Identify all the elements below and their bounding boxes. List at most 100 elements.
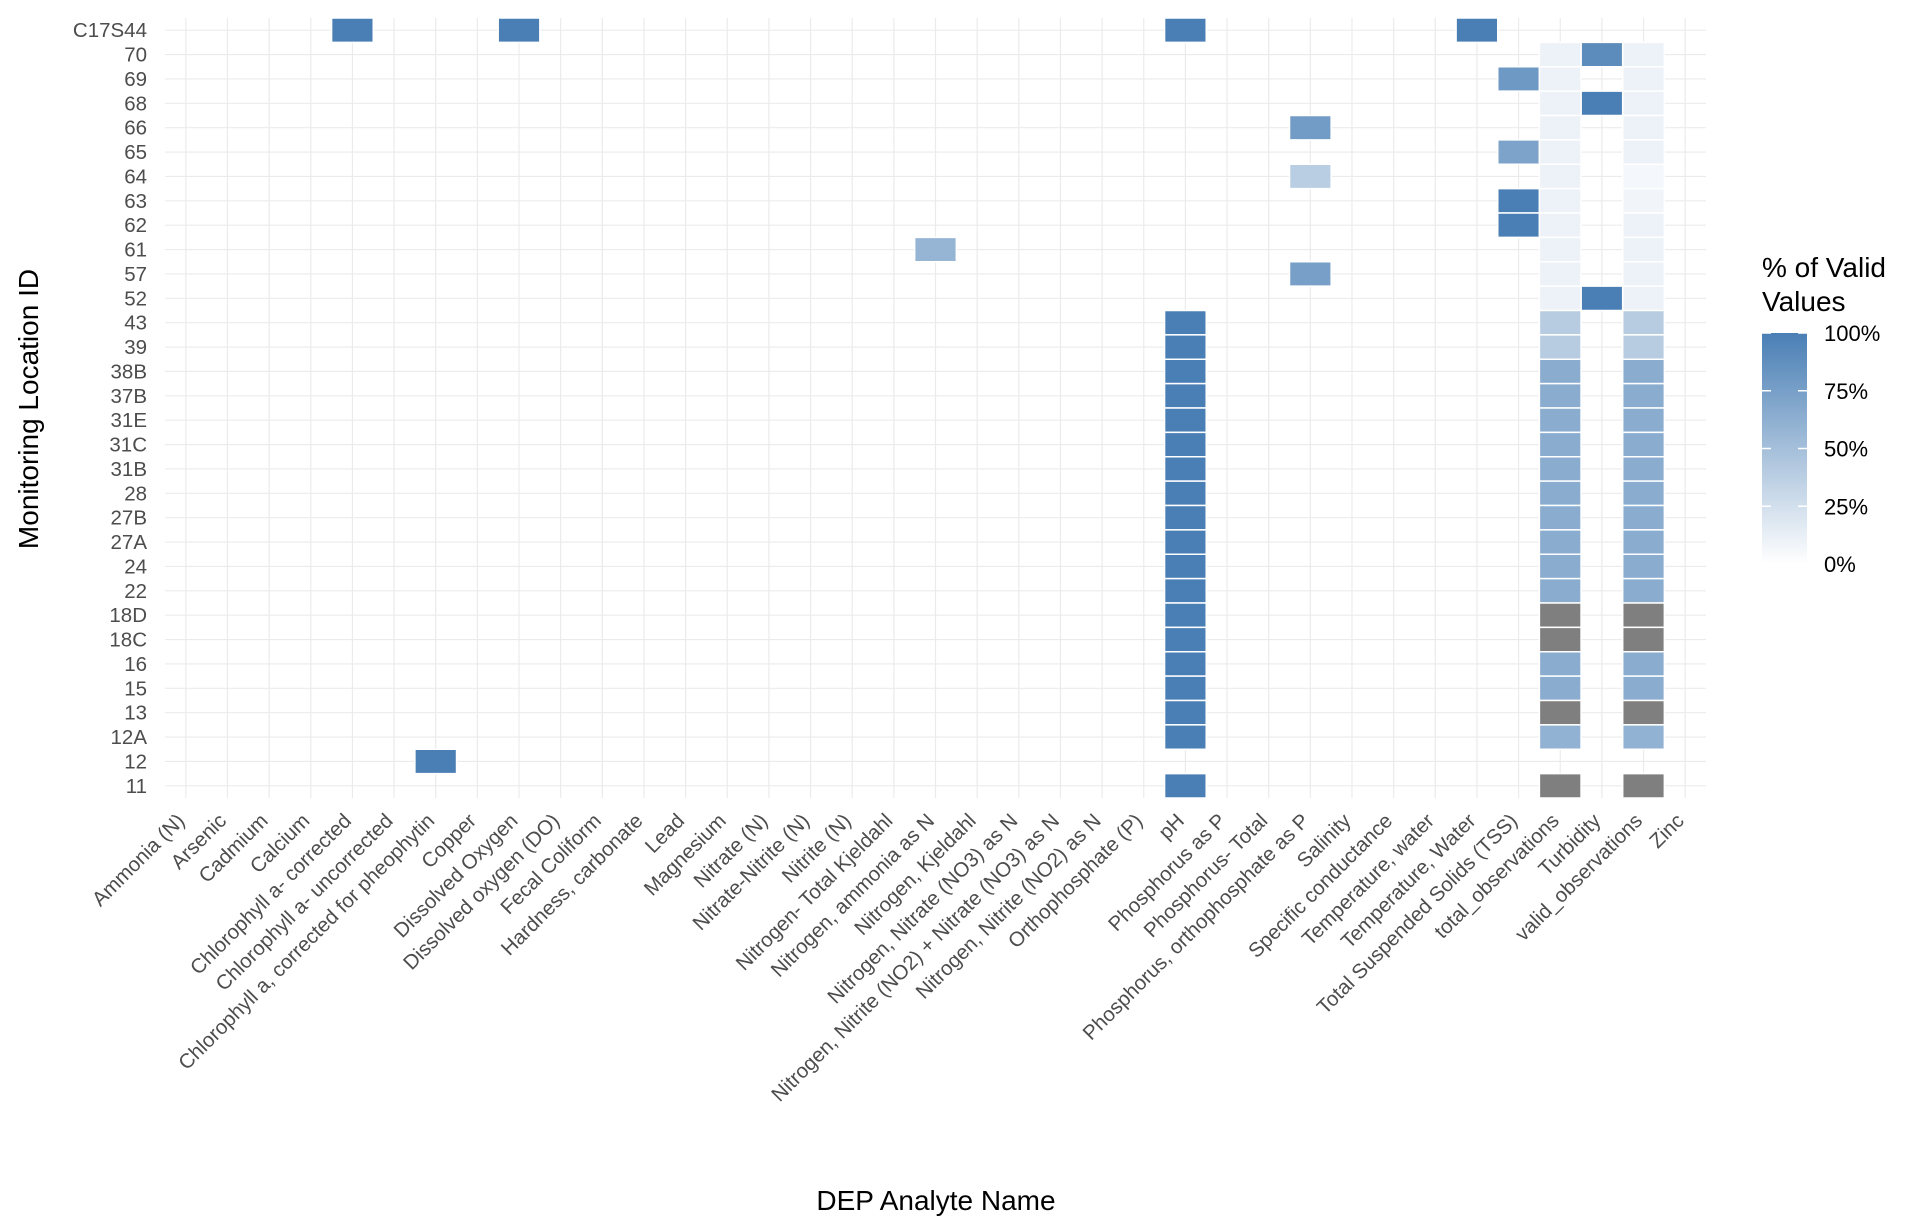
heatmap-cell-turbidity-68 — [1580, 90, 1624, 117]
heatmap-cell-total-observations-31e — [1538, 407, 1582, 434]
heatmap-cell-total-observations-69 — [1538, 66, 1582, 92]
heatmap-cell-valid-observations-68 — [1621, 90, 1666, 117]
heatmap-cell-ph-43 — [1163, 309, 1207, 336]
heatmap-cell-total-observations-22 — [1538, 577, 1582, 604]
legend-ticks: 100% 75% 50% 25% 0% — [1762, 321, 1880, 577]
heatmap-cell-temperature-water-c17s44 — [1455, 17, 1499, 44]
y-tick-label: 38B — [111, 360, 147, 383]
heatmap-cell-ph-16 — [1163, 651, 1207, 677]
y-tick-label: 66 — [124, 117, 147, 140]
heatmap-cell-ph-18d — [1163, 602, 1207, 629]
y-tick-label: 68 — [124, 92, 147, 115]
heatmap-cell-valid-observations-12a — [1621, 724, 1666, 750]
y-tick-label: 27B — [111, 507, 147, 530]
heatmap-cell-valid-observations-37b — [1621, 382, 1666, 409]
y-tick-label: 62 — [124, 214, 147, 237]
heatmap-cell-total-suspended-solids-tss-63 — [1497, 187, 1541, 214]
heatmap-cell-valid-observations-18d — [1621, 602, 1666, 629]
heatmap-cell-dissolved-oxygen-c17s44 — [497, 17, 541, 44]
heatmap-cell-valid-observations-43 — [1621, 309, 1666, 336]
legend-label: 100% — [1824, 321, 1880, 346]
heatmap-cell-total-observations-15 — [1538, 675, 1582, 702]
heatmap-cell-total-observations-52 — [1538, 285, 1582, 312]
y-tick-label: 31B — [111, 458, 147, 481]
y-axis-title: Monitoring Location ID — [13, 269, 44, 549]
heatmap-cell-chlorophyll-a-corrected-for-pheophytin-12 — [414, 748, 458, 775]
y-tick-label: 61 — [124, 239, 147, 262]
heatmap-cell-total-suspended-solids-tss-65 — [1497, 139, 1541, 165]
y-tick-label: 12A — [111, 726, 148, 749]
heatmap-cell-valid-observations-61 — [1621, 236, 1666, 263]
x-tick-labels: Ammonia (N)ArsenicCadmiumCalciumChloroph… — [88, 809, 1689, 1107]
heatmap-cell-ph-11 — [1163, 772, 1207, 799]
heatmap-cell-valid-observations-64 — [1621, 163, 1666, 190]
heatmap-cell-valid-observations-31b — [1621, 456, 1666, 482]
y-tick-label: 15 — [124, 677, 147, 700]
heatmap-cell-ph-12a — [1163, 724, 1207, 750]
heatmap-cell-total-observations-61 — [1538, 236, 1582, 263]
heatmap-cell-turbidity-70 — [1580, 41, 1624, 68]
heatmap-cell-total-observations-18d — [1538, 602, 1582, 629]
heatmap-cell-total-suspended-solids-tss-62 — [1497, 212, 1541, 239]
heatmap-cell-ph-31e — [1163, 407, 1207, 434]
heatmap-cell-ph-31b — [1163, 456, 1207, 482]
heatmap-cell-total-observations-37b — [1538, 382, 1582, 409]
heatmap-cell-total-observations-11 — [1538, 772, 1582, 799]
y-tick-label: C17S44 — [73, 19, 147, 42]
y-tick-label: 37B — [111, 385, 147, 408]
heatmap-cell-valid-observations-11 — [1621, 772, 1666, 799]
y-tick-label: 43 — [124, 312, 147, 335]
y-tick-label: 64 — [124, 165, 147, 188]
y-tick-label: 52 — [124, 287, 147, 310]
x-axis-title: DEP Analyte Name — [816, 1185, 1055, 1216]
heatmap-cell-nitrogen-ammonia-as-n-61 — [913, 236, 958, 263]
heatmap-cell-valid-observations-39 — [1621, 334, 1666, 360]
heatmap-cell-ph-31c — [1163, 431, 1207, 458]
heatmap-cell-ph-13 — [1163, 699, 1207, 726]
legend-label: 50% — [1824, 437, 1868, 462]
heatmap-cell-total-observations-43 — [1538, 309, 1582, 336]
y-tick-label: 65 — [124, 141, 147, 164]
heatmap-cell-ph-38b — [1163, 358, 1207, 385]
heatmap-cell-total-observations-27b — [1538, 504, 1582, 531]
heatmap-cell-valid-observations-66 — [1621, 114, 1666, 141]
heatmap-cell-phosphorus-orthophosphate-as-p-57 — [1288, 261, 1332, 287]
heatmap-cell-phosphorus-orthophosphate-as-p-66 — [1288, 114, 1332, 141]
heatmap-cell-valid-observations-57 — [1621, 261, 1666, 287]
heatmap-cell-total-observations-39 — [1538, 334, 1582, 360]
y-tick-label: 27A — [111, 531, 148, 554]
y-tick-label: 63 — [124, 190, 147, 213]
heatmap-cell-total-suspended-solids-tss-69 — [1497, 66, 1541, 92]
heatmap-cell-valid-observations-28 — [1621, 480, 1666, 507]
x-tick-label: Zinc — [1645, 809, 1689, 853]
legend-title-line1: % of Valid — [1762, 252, 1886, 283]
heatmap-cell-chlorophyll-a-corrected-c17s44 — [330, 17, 374, 44]
y-tick-label: 13 — [124, 702, 147, 725]
heatmap-cell-valid-observations-62 — [1621, 212, 1666, 239]
heatmap-cell-valid-observations-13 — [1621, 699, 1666, 726]
heatmap-cell-valid-observations-31e — [1621, 407, 1666, 434]
heatmap-cell-valid-observations-24 — [1621, 553, 1666, 580]
y-tick-label: 22 — [124, 580, 147, 603]
heatmap-cell-total-observations-66 — [1538, 114, 1582, 141]
heatmap-cell-ph-15 — [1163, 675, 1207, 702]
heatmap-cell-valid-observations-70 — [1621, 41, 1666, 68]
y-tick-label: 57 — [124, 263, 147, 286]
heatmap-cell-total-observations-12a — [1538, 724, 1582, 750]
heatmap-cell-ph-27a — [1163, 529, 1207, 555]
y-tick-label: 70 — [124, 44, 147, 67]
y-tick-labels: C17S447069686665646362615752433938B37B31… — [73, 19, 147, 798]
heatmap-cell-ph-22 — [1163, 577, 1207, 604]
y-tick-label: 24 — [124, 555, 147, 578]
heatmap-cell-total-observations-18c — [1538, 626, 1582, 653]
y-tick-label: 18C — [109, 629, 147, 652]
y-tick-label: 28 — [124, 482, 147, 505]
heatmap-cell-total-observations-13 — [1538, 699, 1582, 726]
legend-label: 75% — [1824, 379, 1868, 404]
heatmap-cell-valid-observations-38b — [1621, 358, 1666, 385]
heatmap-cell-ph-18c — [1163, 626, 1207, 653]
heatmap-cell-ph-39 — [1163, 334, 1207, 360]
heatmap-cell-total-observations-31c — [1538, 431, 1582, 458]
heatmap-cell-valid-observations-63 — [1621, 187, 1666, 214]
